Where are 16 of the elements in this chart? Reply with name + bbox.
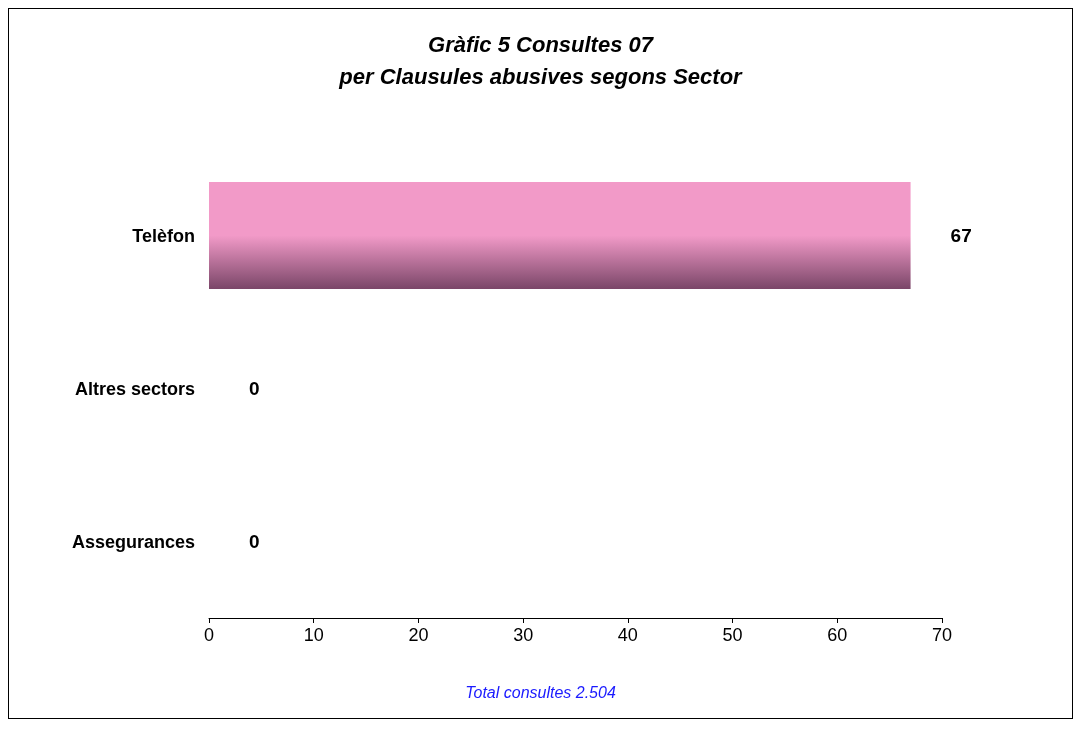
x-tick-label: 0 bbox=[203, 625, 215, 645]
chart-title: Gràfic 5 Consultes 07 per Clausules abusives segons Sector bbox=[338, 31, 744, 89]
y-tick-label: Altres sectors bbox=[74, 378, 195, 399]
x-tick-label: 10 bbox=[303, 625, 324, 645]
data-label: 67 bbox=[950, 225, 972, 246]
x-tick-label: 60 bbox=[827, 625, 848, 645]
x-tick-label: 70 bbox=[931, 625, 953, 645]
data-label: 0 bbox=[249, 531, 260, 552]
text: Total consultes 2.504 bbox=[465, 683, 616, 701]
x-tick-label: 30 bbox=[513, 625, 534, 645]
data-label: 0 bbox=[249, 378, 260, 399]
x-tick-label: 20 bbox=[408, 625, 429, 645]
y-tick-label: Telèfon bbox=[132, 225, 195, 246]
y-tick-label: Assegurances bbox=[71, 531, 195, 552]
x-tick-label: 40 bbox=[617, 625, 638, 645]
x-tick-label: 50 bbox=[722, 625, 743, 645]
